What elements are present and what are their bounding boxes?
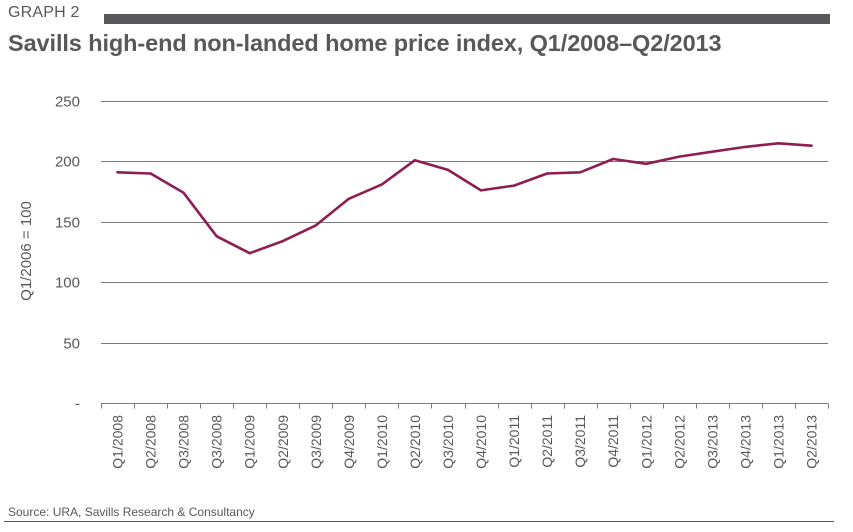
- data-point: [579, 171, 582, 174]
- data-point: [215, 235, 218, 238]
- y-tick-label: 100: [55, 275, 80, 292]
- chart-title: Savills high-end non-landed home price i…: [8, 30, 722, 56]
- footer-rule: [4, 521, 834, 522]
- data-point: [512, 184, 516, 187]
- x-tick-label: Q1/2010: [374, 415, 390, 469]
- x-tick-label: Q3/2009: [308, 415, 324, 469]
- x-tick-label: Q1/2009: [242, 415, 258, 469]
- x-tick-label: Q2/2010: [407, 415, 423, 469]
- y-tick-label: 250: [55, 94, 80, 111]
- header-divider-bar: [104, 14, 830, 24]
- x-tick-label: Q3/2008: [176, 415, 192, 469]
- y-tick-label: -: [75, 396, 80, 413]
- x-tick-label: Q1/2011: [506, 415, 522, 468]
- x-tick-label: Q3/2011: [572, 415, 588, 468]
- data-point: [248, 252, 251, 255]
- data-point: [744, 145, 747, 149]
- data-point: [678, 155, 681, 158]
- series-line: [116, 142, 813, 255]
- data-point: [777, 142, 780, 145]
- x-tick-label: Q3/2013: [704, 415, 720, 469]
- x-tick-label: Q4/2010: [473, 415, 489, 469]
- x-tick-label: Q1/2012: [638, 415, 654, 469]
- y-tick-label: 200: [55, 154, 80, 171]
- x-tick-label: Q2/2013: [803, 415, 819, 469]
- graph-number-label: GRAPH 2: [8, 4, 80, 21]
- data-point: [413, 159, 417, 162]
- data-point: [479, 189, 483, 192]
- x-tick-label: Q2/2012: [671, 415, 687, 469]
- x-tick-label: Q2/2008: [143, 415, 159, 469]
- x-tick-label: Q4/2013: [737, 415, 753, 469]
- data-point: [380, 183, 384, 186]
- data-point: [182, 191, 185, 194]
- data-point: [347, 197, 350, 200]
- x-tick-label: Q3/2010: [440, 415, 456, 469]
- gridlines: [101, 101, 828, 344]
- x-axis: [101, 403, 829, 409]
- data-point: [116, 171, 119, 174]
- y-axis-title: Q1/2006 = 100: [18, 201, 35, 301]
- x-tick-label: Q1/2008: [110, 415, 126, 469]
- source-note: Source: URA, Savills Research & Consulta…: [8, 505, 255, 519]
- x-tick-label: Q1/2013: [770, 415, 786, 469]
- x-tick-label: Q2/2009: [275, 415, 291, 469]
- data-point: [711, 150, 714, 153]
- series-layer: [116, 142, 813, 255]
- y-tick-label: 50: [63, 336, 80, 353]
- data-point: [545, 172, 549, 175]
- y-axis-tick-labels: 250 200 150 100 50 -: [55, 94, 80, 413]
- data-point: [281, 239, 284, 243]
- data-point: [810, 144, 813, 147]
- data-point: [149, 172, 152, 175]
- x-axis-tick-labels: Q1/2008 Q2/2008 Q3/2008 Q3/2008 Q1/2009 Q2/20…: [110, 415, 820, 469]
- data-point: [645, 162, 648, 165]
- data-point: [314, 224, 317, 227]
- x-tick-label: Q4/2009: [341, 415, 357, 469]
- x-tick-label: Q2/2011: [539, 415, 555, 468]
- data-point: [612, 157, 615, 161]
- data-point: [446, 168, 450, 172]
- line-chart: 250 200 150 100 50 - Q1/2008 Q2/2008 Q3/2008 Q3/…: [18, 94, 829, 469]
- x-tick-label: Q4/2011: [605, 415, 621, 468]
- x-tick-label: Q3/2008: [209, 415, 225, 469]
- y-tick-label: 150: [55, 215, 80, 232]
